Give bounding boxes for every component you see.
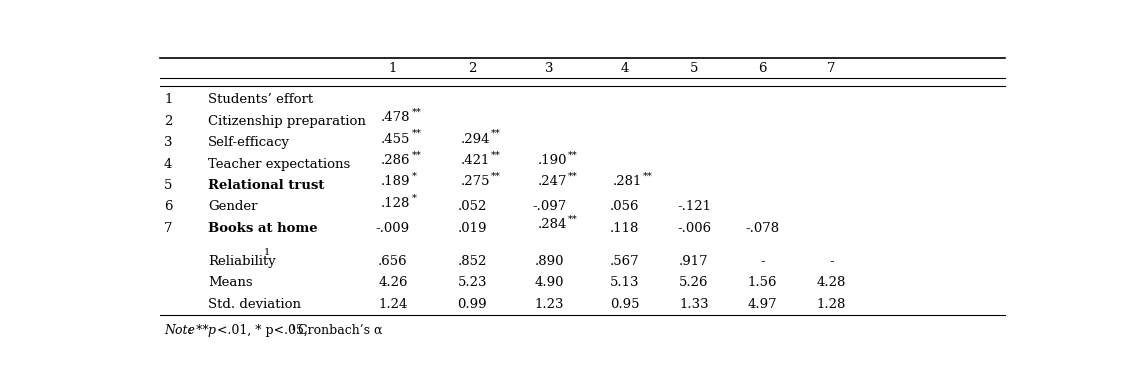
Text: 1: 1: [164, 93, 173, 106]
Text: 3: 3: [164, 136, 173, 149]
Text: Citizenship preparation: Citizenship preparation: [208, 115, 366, 128]
Text: **: **: [568, 151, 578, 159]
Text: .275: .275: [460, 175, 490, 188]
Text: 1.23: 1.23: [535, 298, 565, 311]
Text: -: -: [760, 255, 765, 268]
Text: 1.56: 1.56: [747, 276, 777, 290]
Text: .284: .284: [537, 218, 567, 231]
Text: Self-efficacy: Self-efficacy: [208, 136, 290, 149]
Text: -.078: -.078: [745, 222, 779, 235]
Text: Note: Note: [164, 324, 195, 337]
Text: .281: .281: [612, 175, 642, 188]
Text: 4.26: 4.26: [378, 276, 408, 290]
Text: .656: .656: [378, 255, 408, 268]
Text: 5.26: 5.26: [679, 276, 709, 290]
Text: 1.24: 1.24: [378, 298, 408, 311]
Text: **: **: [568, 215, 578, 223]
Text: 1.33: 1.33: [679, 298, 709, 311]
Text: Students’ effort: Students’ effort: [208, 93, 314, 106]
Text: -.121: -.121: [677, 200, 711, 213]
Text: 5.23: 5.23: [458, 276, 487, 290]
Text: .852: .852: [458, 255, 487, 268]
Text: .019: .019: [458, 222, 487, 235]
Text: *: *: [411, 193, 416, 202]
Text: **: **: [568, 172, 578, 181]
Text: **: **: [411, 129, 421, 138]
Text: *: *: [411, 172, 416, 181]
Text: Std. deviation: Std. deviation: [208, 298, 301, 311]
Text: 7: 7: [164, 222, 173, 235]
Text: Books at home: Books at home: [208, 222, 318, 235]
Text: ¹: ¹: [290, 324, 294, 337]
Text: 1: 1: [265, 248, 270, 257]
Text: **: **: [491, 151, 500, 159]
Text: .917: .917: [679, 255, 709, 268]
Text: p: p: [207, 324, 215, 337]
Text: 5: 5: [164, 179, 173, 192]
Text: .421: .421: [460, 154, 490, 167]
Text: .294: .294: [460, 133, 490, 146]
Text: .567: .567: [610, 255, 640, 268]
Text: .455: .455: [382, 133, 410, 146]
Text: **: **: [411, 151, 421, 159]
Text: -.006: -.006: [677, 222, 711, 235]
Text: 4.28: 4.28: [817, 276, 846, 290]
Text: **: **: [491, 129, 500, 138]
Text: Means: Means: [208, 276, 252, 290]
Text: .890: .890: [535, 255, 565, 268]
Text: 5: 5: [690, 62, 699, 75]
Text: <.01, * p<.05,: <.01, * p<.05,: [214, 324, 312, 337]
Text: .118: .118: [610, 222, 640, 235]
Text: .128: .128: [382, 197, 410, 210]
Text: 0.95: 0.95: [610, 298, 640, 311]
Text: -.097: -.097: [533, 200, 567, 213]
Text: 4: 4: [620, 62, 628, 75]
Text: Relational trust: Relational trust: [208, 179, 325, 192]
Text: .190: .190: [537, 154, 567, 167]
Text: 5.13: 5.13: [610, 276, 640, 290]
Text: 6: 6: [759, 62, 767, 75]
Text: 1: 1: [389, 62, 398, 75]
Text: Gender: Gender: [208, 200, 258, 213]
Text: .286: .286: [381, 154, 410, 167]
Text: .247: .247: [537, 175, 567, 188]
Text: 4.90: 4.90: [535, 276, 565, 290]
Text: 2: 2: [468, 62, 476, 75]
Text: -: -: [829, 255, 834, 268]
Text: 4.97: 4.97: [747, 298, 777, 311]
Text: 4: 4: [164, 157, 173, 171]
Text: Reliability: Reliability: [208, 255, 276, 268]
Text: **: **: [411, 108, 421, 117]
Text: 3: 3: [545, 62, 554, 75]
Text: .056: .056: [610, 200, 640, 213]
Text: **: **: [643, 172, 653, 181]
Text: Cronbach’s α: Cronbach’s α: [293, 324, 382, 337]
Text: : **: : **: [187, 324, 212, 337]
Text: 0.99: 0.99: [458, 298, 487, 311]
Text: 7: 7: [827, 62, 836, 75]
Text: -.009: -.009: [376, 222, 410, 235]
Text: .189: .189: [381, 175, 410, 188]
Text: .478: .478: [381, 111, 410, 124]
Text: **: **: [491, 172, 500, 181]
Text: .052: .052: [458, 200, 487, 213]
Text: 1.28: 1.28: [817, 298, 846, 311]
Text: Teacher expectations: Teacher expectations: [208, 157, 350, 171]
Text: 6: 6: [164, 200, 173, 213]
Text: 2: 2: [164, 115, 173, 128]
